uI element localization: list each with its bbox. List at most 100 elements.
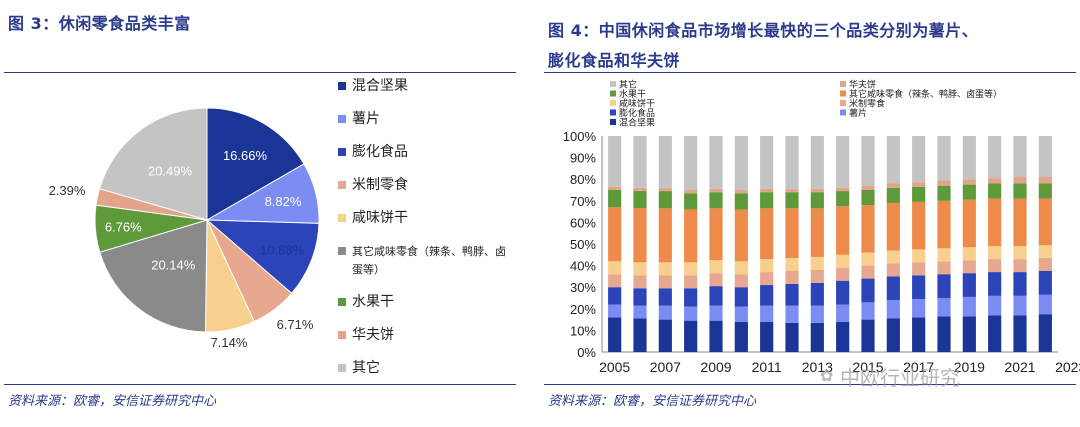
bar-segment-0-1 [608,304,622,318]
bar-segment-17-4 [1038,245,1052,259]
x-tick-label-5: 2015 [852,359,883,375]
bar-segment-8-1 [810,305,824,323]
bar-segment-16-8 [1013,136,1027,178]
bar-segment-5-1 [734,306,748,322]
watermark: 中欧行业研究 [840,366,960,390]
left-title-rule [4,72,516,73]
bar-segment-15-2 [988,272,1002,296]
bar-segment-4-8 [709,136,723,189]
bar-segment-6-3 [760,272,774,286]
bar-legend-label-1: 薯片 [849,107,867,118]
y-tick-label-8: 80% [570,172,596,187]
bar-segment-12-3 [912,262,926,276]
bar-segment-2-7 [658,187,672,192]
bar-segment-0-4 [608,261,622,275]
bar-segment-2-2 [658,288,672,306]
bar-segment-5-0 [734,321,748,352]
wechat-icon: ✿ [820,366,834,385]
x-tick-label-8: 2021 [1004,359,1035,375]
bar-legend-swatch-2 [610,109,616,116]
y-tick-label-4: 40% [570,259,596,274]
bar-segment-10-0 [861,319,875,352]
bar-segment-1-7 [633,187,647,192]
bar-legend-label-5: 其它咸味零食（辣条、鸭脖、卤蛋等） [849,88,1002,99]
bar-segment-0-5 [608,207,622,262]
pie-value-label-4: 7.14% [211,335,248,350]
bar-segment-9-2 [836,280,850,305]
bar-segment-11-8 [886,136,900,184]
bar-segment-5-4 [734,261,748,275]
bar-segment-14-2 [962,273,976,297]
bar-legend-label-4: 咸味饼干 [619,98,655,109]
pie-legend-label-9: 其它 [352,359,380,375]
bar-segment-17-8 [1038,136,1052,178]
bar-segment-14-3 [962,260,976,274]
bar-segment-9-6 [836,191,850,207]
x-tick-label-1: 2007 [650,359,681,375]
bar-segment-4-1 [709,305,723,321]
bar-legend-swatch-4 [610,100,616,106]
right-figure-panel: 图 4：中国休闲食品市场增长最快的三个品类分别为薯片、 膨化食品和华夫饼 0% 1… [540,0,1080,427]
bar-segment-3-4 [684,262,698,276]
left-figure-panel: 图 3：休闲零食品类丰富 16.66% 8.82% 10.88% 6.71% 7.14%… [0,0,520,427]
bar-segment-17-5 [1038,198,1052,246]
bar-segment-7-7 [785,188,799,193]
bar-legend-swatch-3 [840,100,846,106]
bar-segment-2-4 [658,262,672,276]
bar-segment-7-5 [785,208,799,259]
bar-segment-1-8 [633,136,647,188]
pie-chart: 16.66% 8.82% 10.88% 6.71% 7.14% 20.14% 6.76% 2.… [49,77,506,375]
bar-segment-4-0 [709,320,723,352]
bar-segment-8-4 [810,256,824,270]
bar-segment-2-3 [658,275,672,289]
bar-segment-12-8 [912,136,926,183]
bar-segment-10-7 [861,185,875,190]
y-tick-label-10: 100% [563,129,597,144]
bar-segment-6-1 [760,305,774,322]
bar-segment-16-0 [1013,315,1027,352]
right-source-rule [544,384,1076,385]
left-source-rule [4,384,516,385]
bar-segment-17-6 [1038,183,1052,199]
pie-legend-swatch-1 [338,115,346,123]
bar-segment-6-2 [760,285,774,306]
bar-legend-swatch-0 [610,119,616,125]
bar-legend-swatch-1 [840,109,846,116]
bar-segment-7-3 [785,271,799,284]
bar-legend-swatch-5 [840,90,846,97]
bar-segment-14-0 [962,316,976,352]
bar-segment-5-2 [734,287,748,307]
bar-segment-16-6 [1013,183,1027,199]
bar-segment-13-6 [937,185,951,201]
bar-segment-6-6 [760,192,774,209]
bar-segment-1-0 [633,318,647,352]
x-tick-label-3: 2011 [752,359,782,375]
bar-segment-14-8 [962,136,976,180]
bar-segment-8-7 [810,188,824,193]
bar-segment-6-4 [760,259,774,273]
bar-segment-9-5 [836,206,850,255]
bar-legend-swatch-8 [610,81,616,87]
bar-segment-5-5 [734,209,748,262]
bar-segment-12-7 [912,182,926,187]
pie-slice-8 [98,107,208,221]
bar-segment-11-5 [886,202,900,251]
stacked-bar-chart: 0% 10% 20% 30% 40% 50% 60% 70% 80% 90% 100% 2005 200… [563,79,1080,376]
pie-value-label-3: 6.71% [277,317,314,332]
bar-segment-6-5 [760,208,774,260]
bar-segment-13-8 [937,136,951,181]
bar-segment-1-6 [633,191,647,209]
bar-segment-12-5 [912,201,926,250]
bar-segment-14-4 [962,247,976,261]
bar-segment-16-5 [1013,198,1027,247]
bar-segment-12-4 [912,249,926,263]
bar-segment-15-6 [988,183,1002,199]
bar-segment-1-1 [633,305,647,319]
right-title-rule [544,72,1076,73]
bar-segment-6-0 [760,321,774,352]
bar-segment-1-4 [633,262,647,276]
left-figure-title: 图 3：休闲零食品类丰富 [8,14,191,33]
x-tick-label-2: 2009 [700,359,731,375]
bar-segment-2-1 [658,305,672,320]
bar-segment-4-6 [709,192,723,209]
